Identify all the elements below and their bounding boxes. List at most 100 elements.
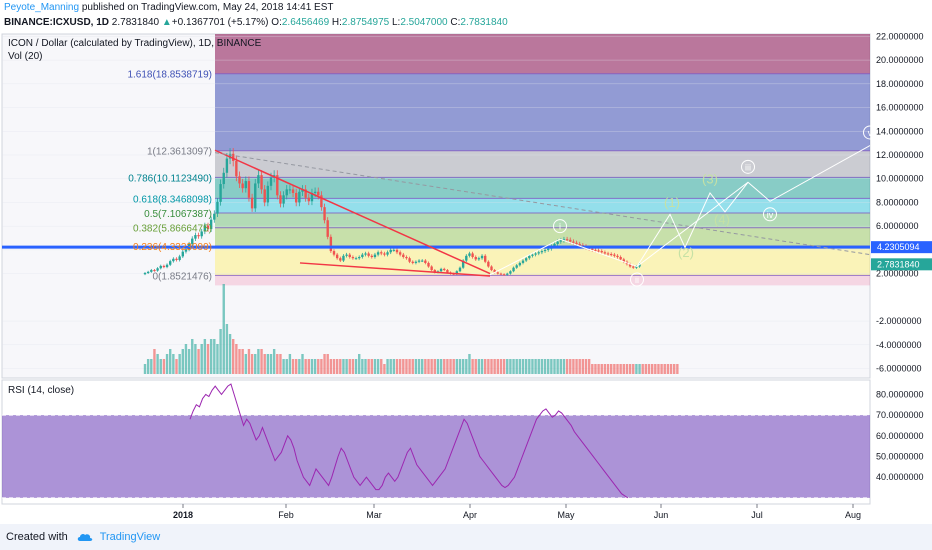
volume-bar [380,359,383,374]
volume-bar [323,354,326,374]
candle [465,255,468,261]
candle [461,260,465,268]
fib-level-label: 0.618(8.3468098) [133,194,212,205]
candle [632,266,635,268]
last-price-badge [871,258,932,271]
candle [458,267,462,272]
wave-label: (3) [702,171,718,186]
candle [417,260,421,262]
volume-bar [524,359,528,374]
candle [364,253,367,255]
rsi-tick-label: 50.0000000 [876,451,924,461]
candle [490,266,493,271]
candle [323,207,326,221]
volume-bar [562,359,566,374]
time-tick-label: Jun [654,510,669,520]
candle [398,252,402,255]
volume-bar [581,359,585,374]
candle [181,251,184,257]
author-link[interactable]: Peyote_Manning [4,2,80,13]
candle [288,189,292,191]
volume-bar [367,359,370,374]
volume-bar [402,359,405,374]
volume-bar [335,359,339,374]
wave-circle [763,207,777,222]
volume-bar [216,344,219,374]
candle [408,258,411,262]
candle [427,262,430,267]
candle [622,259,625,262]
volume-bar [279,354,282,374]
candle [329,236,333,252]
volume-bar [512,359,515,374]
candle [594,249,597,251]
candle [521,260,525,263]
candle [424,260,427,263]
volume-bar [291,359,295,374]
candle [480,255,484,259]
volume-bar [175,359,178,374]
volume-bar [666,364,670,374]
candle [493,270,496,273]
volume-bar [184,344,188,374]
candle [528,255,531,259]
chart-title: ICON / Dollar (calculated by TradingView… [8,38,262,49]
volume-bar [191,339,194,374]
wave-label: (1) [664,195,680,210]
candle [222,172,225,185]
fib-level-label: 0.786(10.1123490) [128,173,212,184]
price-tick-label: 12.0000000 [876,150,924,160]
volume-bar [487,359,490,374]
volume-bar [537,359,540,374]
volume-bar [197,349,200,374]
candle [276,175,279,196]
wedge-upper-line[interactable] [214,149,491,275]
descending-trend-line[interactable] [214,152,871,256]
volume-bar [364,359,367,374]
volume-bar [153,349,156,374]
primary-wave-path[interactable] [489,145,871,276]
volume-bar [584,359,588,374]
volume-bar [676,364,679,374]
candle [597,250,600,252]
tradingview-brand-link[interactable]: TradingView [99,531,161,543]
volume-bar [351,359,355,374]
volume-bar [411,359,414,374]
volume-bar [452,359,455,374]
sub-wave-path[interactable] [636,181,749,267]
volume-bar [213,339,216,374]
volume-bar [572,359,575,374]
candle [298,191,301,203]
volume-bar [499,359,503,374]
price-tick-label: -6.0000000 [876,364,922,374]
volume-bar [644,364,648,374]
volume-bar [477,359,481,374]
low-value: 2.5047000 [400,17,448,28]
wave-circle [630,272,644,287]
volume-bar [528,359,531,374]
candle [572,241,575,243]
candle [332,251,336,255]
volume-bar [613,364,616,374]
volume-bar [200,344,203,374]
volume-bar [515,359,518,374]
volume-bar [266,354,270,374]
volume-bar [162,359,166,374]
candle [619,257,622,260]
volume-bar [430,359,433,374]
price-tick-label: 2.0000000 [876,269,919,279]
candle [351,257,355,259]
candle [257,175,260,184]
chart-canvas[interactable]: 1.618(18.8538719) 1(12.3613097) 0.786(10.1… [0,32,932,524]
volume-bar [339,359,342,374]
candle [376,252,380,255]
candle [556,241,559,244]
volume-bar [606,364,610,374]
fib-band [215,177,870,199]
wedge-lower-line[interactable] [299,262,491,277]
candle [562,239,566,241]
candle [468,253,471,256]
volume-bar [654,364,657,374]
volume-bar [288,354,292,374]
